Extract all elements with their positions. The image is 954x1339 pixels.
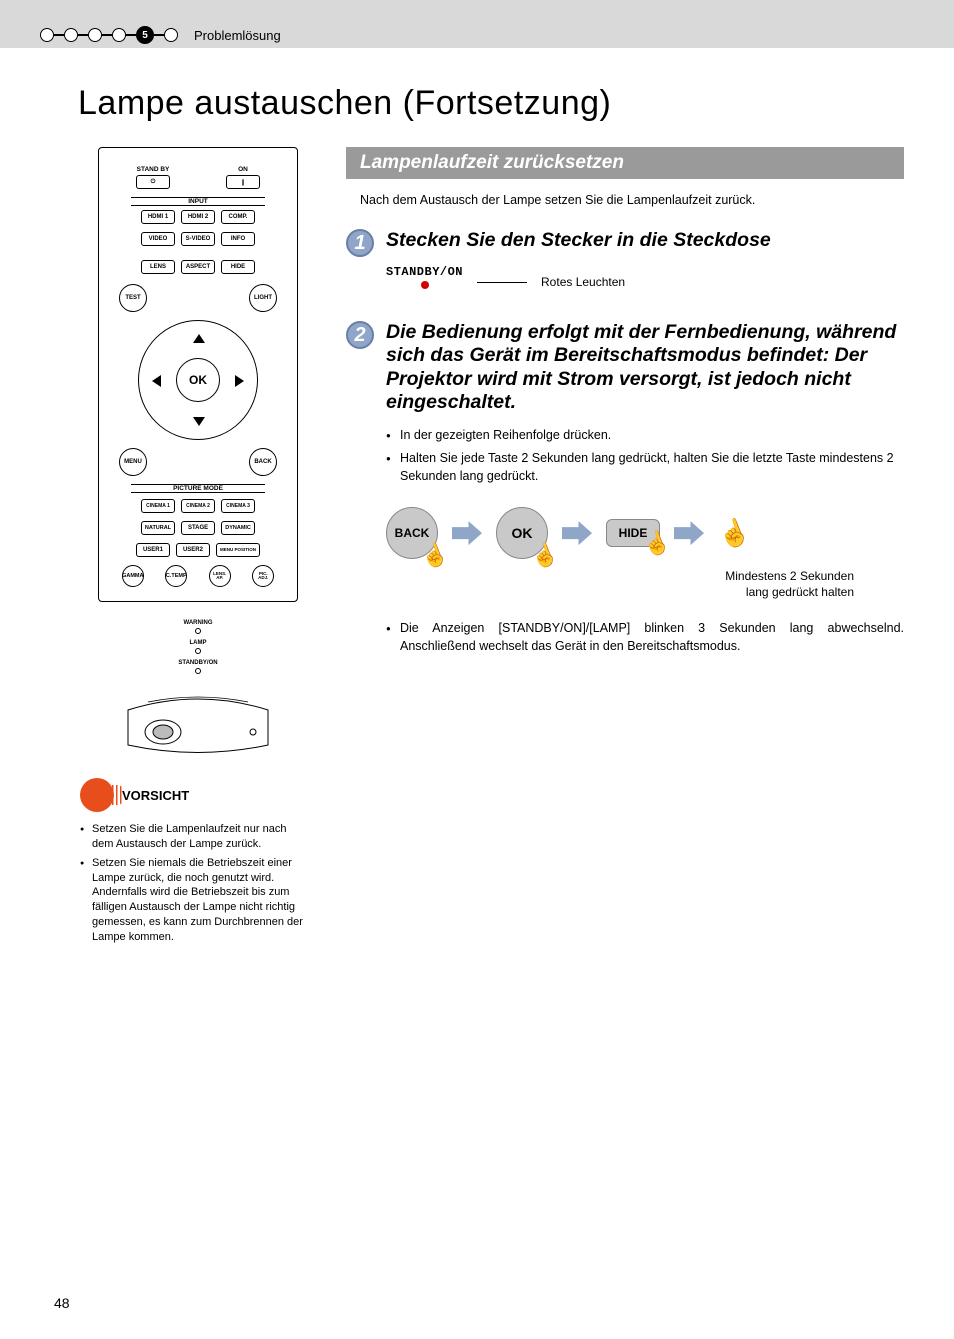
seq-ok: OK ☝ bbox=[496, 507, 548, 559]
input-section-label: INPUT bbox=[131, 197, 265, 206]
comp-button[interactable]: COMP. bbox=[221, 210, 255, 224]
hold-hand-icon: ☝ bbox=[714, 513, 755, 553]
standby-label: STAND BY bbox=[137, 166, 170, 173]
subheading: Lampenlaufzeit zurücksetzen bbox=[346, 147, 904, 179]
lens-ap-button[interactable]: LENS. AP. bbox=[209, 565, 231, 587]
vorsicht-label: VORSICHT bbox=[122, 788, 189, 803]
page-title: Lampe austauschen (Fortsetzung) bbox=[78, 84, 954, 123]
standby-on-text: STANDBY/ON bbox=[386, 265, 463, 279]
final-note-text: Die Anzeigen [STANDBY/ON]/[LAMP] blinken… bbox=[386, 620, 904, 655]
stage-button[interactable]: STAGE bbox=[181, 521, 215, 535]
standbyon-indicator-dot bbox=[195, 668, 201, 674]
standby-button[interactable]: ⏻ bbox=[136, 175, 170, 189]
svideo-button[interactable]: S-VIDEO bbox=[181, 232, 215, 246]
back-button[interactable]: BACK bbox=[249, 448, 277, 476]
projector-illustration bbox=[118, 680, 278, 760]
cinema3-button[interactable]: CINEMA 3 bbox=[221, 499, 255, 513]
on-label: ON bbox=[238, 166, 248, 173]
seq-hide: HIDE ☝ bbox=[606, 519, 660, 547]
vorsicht-list: Setzen Sie die Lampenlaufzeit nur nach d… bbox=[80, 822, 318, 945]
section-header: 5 Problemlösung bbox=[0, 22, 954, 48]
page-number: 48 bbox=[54, 1295, 70, 1311]
dpad-left[interactable] bbox=[152, 375, 161, 387]
dynamic-button[interactable]: DYNAMIC bbox=[221, 521, 255, 535]
right-column: Lampenlaufzeit zurücksetzen Nach dem Aus… bbox=[346, 147, 904, 949]
menu-position-button[interactable]: MENU POSITION bbox=[216, 543, 260, 557]
user2-button[interactable]: USER2 bbox=[176, 543, 210, 557]
step-2-title: Die Bedienung erfolgt mit der Fernbe­die… bbox=[386, 321, 904, 415]
red-light-caption: Rotes Leuchten bbox=[541, 275, 625, 289]
page: 5 Problemlösung Lampe austauschen (Forts… bbox=[0, 0, 954, 1339]
section-number: 5 bbox=[136, 26, 154, 44]
arrow-icon bbox=[674, 521, 704, 545]
section-label: Problemlösung bbox=[194, 28, 281, 43]
lens-button[interactable]: LENS bbox=[141, 260, 175, 274]
hide-button[interactable]: HIDE bbox=[221, 260, 255, 274]
vorsicht-item: Setzen Sie die Lampenlaufzeit nur nach d… bbox=[80, 822, 318, 852]
pic-adj-button[interactable]: PIC. ADJ. bbox=[252, 565, 274, 587]
ctemp-button[interactable]: C.TEMP bbox=[165, 565, 187, 587]
step-2: 2 Die Bedienung erfolgt mit der Fernbe­d… bbox=[346, 321, 904, 655]
step-1: 1 Stecken Sie den Stecker in die Steckdo… bbox=[346, 229, 904, 299]
video-button[interactable]: VIDEO bbox=[141, 232, 175, 246]
projector-indicators: WARNING LAMP STANDBY/ON bbox=[78, 620, 318, 760]
vorsicht-item: Setzen Sie niemals die Betriebszeit eine… bbox=[80, 856, 318, 945]
hdmi2-button[interactable]: HDMI 2 bbox=[181, 210, 215, 224]
standbyon-indicator-label: STANDBY/ON bbox=[178, 660, 217, 666]
remote-control: STAND BY ⏻ ON ❙ INPUT HDMI 1 HDMI 2 COMP… bbox=[98, 147, 298, 602]
info-button[interactable]: INFO bbox=[221, 232, 255, 246]
breadcrumb-dots: 5 bbox=[40, 26, 178, 44]
step-number-2: 2 bbox=[346, 321, 374, 349]
light-button[interactable]: LIGHT bbox=[249, 284, 277, 312]
test-button[interactable]: TEST bbox=[119, 284, 147, 312]
hdmi1-button[interactable]: HDMI 1 bbox=[141, 210, 175, 224]
dpad-down[interactable] bbox=[193, 417, 205, 426]
user1-button[interactable]: USER1 bbox=[136, 543, 170, 557]
dpad[interactable]: OK bbox=[138, 320, 258, 440]
dpad-up[interactable] bbox=[193, 334, 205, 343]
button-sequence: BACK ☝ OK ☝ HIDE ☝ ☝ bbox=[386, 507, 904, 559]
step-2-bullets: In der gezeigten Reihenfolge drücken. Ha… bbox=[386, 427, 904, 486]
megaphone-icon bbox=[80, 778, 114, 812]
natural-button[interactable]: NATURAL bbox=[141, 521, 175, 535]
ok-button[interactable]: OK bbox=[176, 358, 220, 402]
gamma-button[interactable]: GAMMA bbox=[122, 565, 144, 587]
step-2-final-note: Die Anzeigen [STANDBY/ON]/[LAMP] blinken… bbox=[386, 620, 904, 655]
left-column: STAND BY ⏻ ON ❙ INPUT HDMI 1 HDMI 2 COMP… bbox=[78, 147, 318, 949]
top-bar bbox=[0, 0, 954, 22]
warning-indicator-label: WARNING bbox=[184, 620, 213, 626]
cinema1-button[interactable]: CINEMA 1 bbox=[141, 499, 175, 513]
arrow-icon bbox=[452, 521, 482, 545]
standby-on-label: STANDBY/ON bbox=[386, 265, 463, 299]
intro-text: Nach dem Austausch der Lampe setzen Sie … bbox=[360, 193, 904, 207]
leader-line bbox=[477, 282, 527, 283]
on-button[interactable]: ❙ bbox=[226, 175, 260, 189]
dpad-right[interactable] bbox=[235, 375, 244, 387]
picture-mode-label: PICTURE MODE bbox=[131, 484, 265, 493]
arrow-icon bbox=[562, 521, 592, 545]
step-2-bullet: Halten Sie jede Taste 2 Sekunden lang ge… bbox=[386, 450, 904, 485]
menu-button[interactable]: MENU bbox=[119, 448, 147, 476]
cinema2-button[interactable]: CINEMA 2 bbox=[181, 499, 215, 513]
step-number-1: 1 bbox=[346, 229, 374, 257]
seq-back: BACK ☝ bbox=[386, 507, 438, 559]
vorsicht-heading: VORSICHT bbox=[80, 778, 318, 812]
step-1-sub: STANDBY/ON Rotes Leuchten bbox=[386, 265, 904, 299]
aspect-button[interactable]: ASPECT bbox=[181, 260, 215, 274]
content-row: STAND BY ⏻ ON ❙ INPUT HDMI 1 HDMI 2 COMP… bbox=[78, 147, 904, 949]
warning-indicator-dot bbox=[195, 628, 201, 634]
lamp-indicator-dot bbox=[195, 648, 201, 654]
step-2-bullet: In der gezeigten Reihenfolge drücken. bbox=[386, 427, 904, 445]
red-led-icon bbox=[421, 281, 429, 289]
step-1-title: Stecken Sie den Stecker in die Steckdose bbox=[386, 229, 904, 252]
hold-caption: Mindestens 2 Sekunden lang gedrückt halt… bbox=[346, 569, 854, 600]
lamp-indicator-label: LAMP bbox=[190, 640, 207, 646]
